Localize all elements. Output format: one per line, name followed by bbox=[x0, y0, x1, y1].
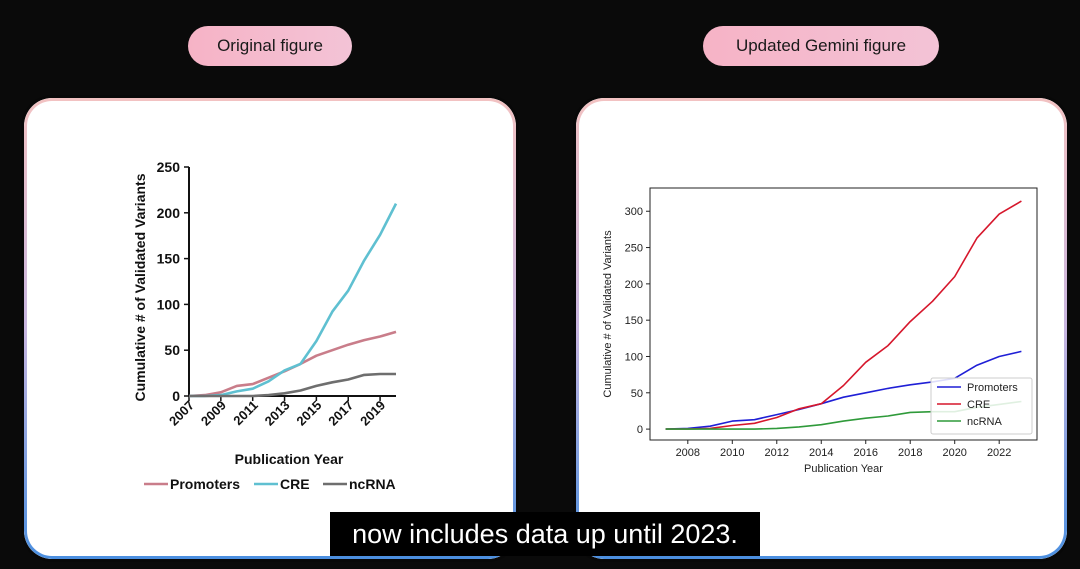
series-line-promoters bbox=[188, 330, 397, 398]
x-tick-label: 2007 bbox=[166, 398, 197, 429]
legend-label-promoters: Promoters bbox=[967, 382, 1018, 394]
x-axis-label: Publication Year bbox=[804, 463, 883, 475]
legend-label-cre: CRE bbox=[280, 476, 310, 492]
y-axis-label: Cumulative # of Validated Variants bbox=[132, 173, 148, 401]
x-tick-label: 2014 bbox=[809, 447, 833, 459]
y-tick-label: 50 bbox=[164, 342, 180, 358]
y-tick-label: 150 bbox=[157, 251, 181, 267]
legend-label-ncrna: ncRNA bbox=[967, 416, 1003, 428]
x-tick-label: 2013 bbox=[262, 398, 293, 429]
x-tick-label: 2011 bbox=[230, 398, 261, 429]
legend-label-cre: CRE bbox=[967, 399, 990, 411]
y-tick-label: 250 bbox=[625, 243, 643, 255]
x-axis-label: Publication Year bbox=[235, 451, 344, 467]
x-tick-label: 2015 bbox=[293, 398, 324, 429]
series-line-ncrna bbox=[189, 372, 396, 398]
y-tick-label: 200 bbox=[157, 205, 181, 221]
x-tick-label: 2019 bbox=[357, 398, 388, 429]
y-tick-label: 100 bbox=[625, 351, 643, 363]
y-axis-label: Cumulative # of Validated Variants bbox=[602, 230, 614, 398]
legend-label-ncrna: ncRNA bbox=[349, 476, 396, 492]
series-line-promoters bbox=[665, 350, 1022, 430]
subtitle-caption: now includes data up until 2023. bbox=[330, 512, 760, 556]
x-tick-label: 2016 bbox=[853, 447, 877, 459]
plot-frame bbox=[649, 187, 1038, 441]
original-chart: 0 50 100 150 200 250 2007 2009 2011 2013 2015 2017 2… bbox=[132, 159, 398, 492]
updated-figure-label: Updated Gemini figure bbox=[703, 26, 939, 66]
y-tick-label: 100 bbox=[157, 296, 181, 312]
y-tick-label: 0 bbox=[172, 388, 180, 404]
x-tick-label: 2008 bbox=[676, 447, 700, 459]
x-tick-label: 2018 bbox=[898, 447, 922, 459]
x-tick-label: 2009 bbox=[198, 398, 229, 429]
x-tick-label: 2010 bbox=[720, 447, 744, 459]
x-tick-label: 2020 bbox=[942, 447, 966, 459]
y-tick-label: 200 bbox=[625, 279, 643, 291]
y-tick-label: 250 bbox=[157, 159, 181, 175]
y-tick-label: 50 bbox=[631, 388, 643, 400]
updated-figure-card: 0 50 100 150 200 250 300 2008 2010 2012 2014 2016 20… bbox=[576, 98, 1067, 559]
series-line-cre bbox=[189, 203, 398, 398]
y-tick-label: 300 bbox=[625, 206, 643, 218]
y-tick-label: 0 bbox=[637, 424, 643, 436]
y-tick-label: 150 bbox=[625, 315, 643, 327]
legend-label-promoters: Promoters bbox=[170, 476, 240, 492]
x-tick-label: 2022 bbox=[987, 447, 1011, 459]
series-line-cre bbox=[665, 200, 1022, 430]
original-figure-card: 0 50 100 150 200 250 2007 2009 2011 2013 2015 2017 2… bbox=[24, 98, 516, 559]
x-tick-label: 2017 bbox=[325, 398, 356, 429]
updated-chart: 0 50 100 150 200 250 300 2008 2010 2012 2014 2016 20… bbox=[602, 187, 1038, 475]
legend-box bbox=[930, 377, 1033, 435]
x-tick-label: 2012 bbox=[765, 447, 789, 459]
original-figure-label: Original figure bbox=[188, 26, 352, 66]
